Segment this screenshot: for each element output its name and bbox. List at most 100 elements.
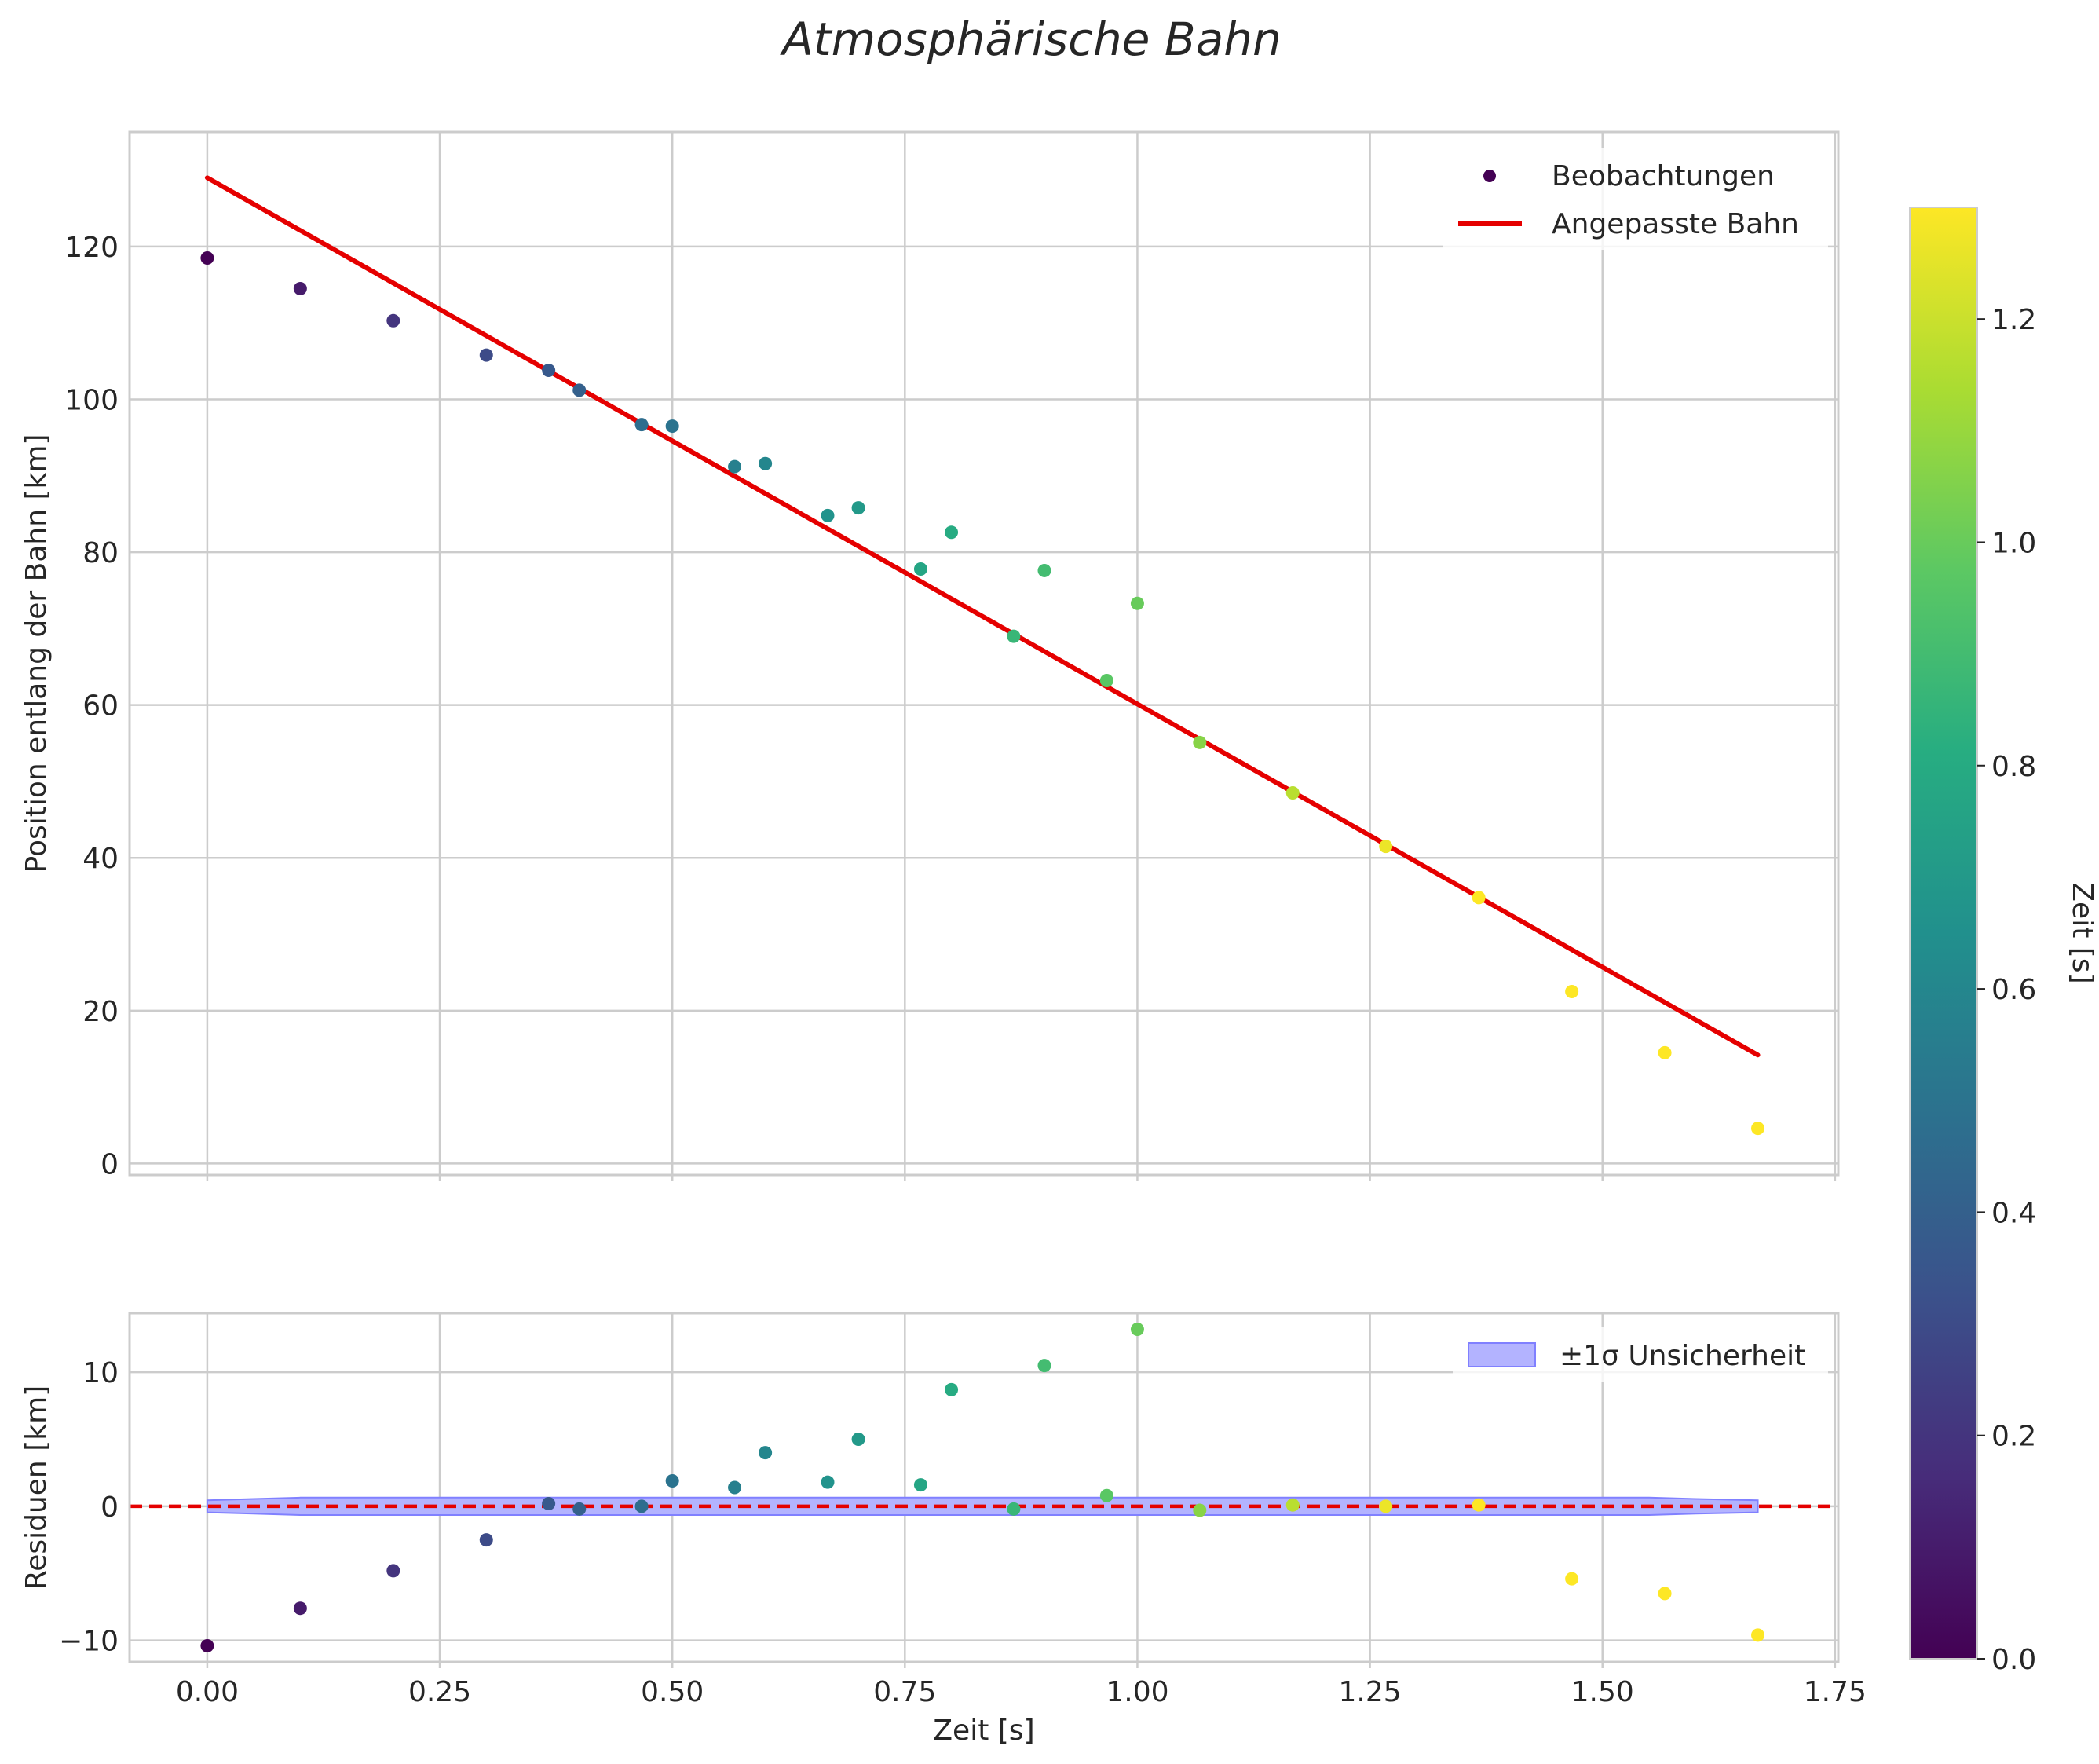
observation-point bbox=[1658, 1045, 1672, 1059]
position-legend: Beobachtungen Angepasste Bahn bbox=[1443, 148, 1828, 250]
colorbar-tick-label: 0.8 bbox=[1991, 751, 2036, 783]
residual-point bbox=[634, 1499, 649, 1513]
observation-point bbox=[1130, 596, 1144, 610]
observation-point bbox=[542, 364, 556, 378]
observation-point bbox=[851, 501, 865, 515]
residual-point bbox=[1193, 1503, 1207, 1517]
position-legend-box bbox=[1443, 148, 1828, 250]
colorbar: 0.0 0.2 0.4 0.6 0.8 1.0 1.2 Zeit [s] bbox=[1909, 207, 2098, 1676]
legend-fit-line-label: Angepasste Bahn bbox=[1552, 208, 1799, 240]
observation-point bbox=[1037, 563, 1051, 577]
observation-point bbox=[1565, 985, 1579, 999]
observation-point bbox=[1007, 629, 1021, 643]
residual-point bbox=[759, 1446, 773, 1460]
residual-panel: 0.00 0.25 0.50 0.75 1.00 1.25 1.50 1.75 −10 0 10 R… bbox=[20, 1312, 1867, 1747]
position-ylabel: Position entlang der Bahn [km] bbox=[20, 434, 53, 873]
y-tick-label: 80 bbox=[82, 537, 119, 569]
position-data bbox=[200, 175, 1765, 1136]
observation-point bbox=[386, 313, 400, 328]
observation-point bbox=[1285, 786, 1300, 800]
y-tick-label: 60 bbox=[82, 690, 119, 723]
residual-point bbox=[479, 1533, 493, 1547]
residual-frame bbox=[128, 1312, 1840, 1663]
residual-point bbox=[665, 1473, 679, 1488]
y-tick-label: 100 bbox=[64, 385, 119, 417]
residual-data bbox=[130, 1322, 1838, 1653]
colorbar-tick-label: 0.2 bbox=[1991, 1421, 2036, 1453]
colorbar-tick-label: 1.0 bbox=[1991, 527, 2036, 559]
residual-point bbox=[945, 1382, 959, 1396]
observation-point bbox=[634, 418, 649, 432]
observation-point bbox=[572, 383, 587, 397]
residual-point bbox=[1099, 1488, 1113, 1502]
observation-point bbox=[665, 419, 679, 434]
x-tick-label: 0.75 bbox=[873, 1676, 936, 1708]
observation-point bbox=[1379, 840, 1393, 854]
residual-point bbox=[821, 1475, 835, 1489]
y-tick-label: −10 bbox=[59, 1626, 119, 1658]
residual-point bbox=[200, 1639, 214, 1653]
residual-point bbox=[1472, 1498, 1486, 1512]
y-tick-label: 120 bbox=[64, 232, 119, 264]
residual-point bbox=[1130, 1322, 1144, 1336]
x-tick-label: 1.25 bbox=[1339, 1676, 1402, 1708]
y-tick-label: 10 bbox=[82, 1357, 119, 1389]
legend-band-label: ±1σ Unsicherheit bbox=[1560, 1340, 1805, 1372]
x-tick-label: 0.00 bbox=[176, 1676, 239, 1708]
residual-point bbox=[1751, 1628, 1765, 1642]
residual-point bbox=[1037, 1359, 1051, 1373]
y-tick-label: 40 bbox=[82, 843, 119, 875]
colorbar-label: Zeit [s] bbox=[2066, 882, 2098, 983]
observation-point bbox=[759, 456, 773, 470]
residual-point bbox=[728, 1480, 742, 1495]
residual-legend: ±1σ Unsicherheit bbox=[1453, 1327, 1828, 1382]
residual-point bbox=[1565, 1572, 1579, 1586]
position-panel: 0 20 40 60 80 100 120 Position entlang der Bah… bbox=[20, 130, 1840, 1181]
y-tick-label: 20 bbox=[82, 996, 119, 1028]
fit-line bbox=[204, 175, 1761, 1058]
observation-point bbox=[479, 348, 493, 362]
position-frame bbox=[128, 130, 1840, 1177]
residual-point bbox=[1658, 1587, 1672, 1601]
observation-point bbox=[200, 251, 214, 265]
residual-point bbox=[913, 1478, 927, 1492]
chart-title: Atmosphärische Bahn bbox=[779, 13, 1282, 66]
observation-point bbox=[728, 459, 742, 474]
residual-point bbox=[542, 1496, 556, 1510]
observation-point bbox=[1193, 735, 1207, 749]
colorbar-tick-label: 1.2 bbox=[1991, 304, 2036, 336]
position-tick-labels: 0 20 40 60 80 100 120 bbox=[64, 232, 119, 1180]
x-tick-label: 1.75 bbox=[1804, 1676, 1867, 1708]
residual-tick-labels: 0.00 0.25 0.50 0.75 1.00 1.25 1.50 1.75 −10 0 10 bbox=[59, 1357, 1867, 1708]
y-tick-label: 0 bbox=[101, 1491, 119, 1524]
observation-point bbox=[913, 562, 927, 576]
residual-point bbox=[1285, 1498, 1300, 1512]
residual-point bbox=[386, 1564, 400, 1578]
observation-point bbox=[1751, 1122, 1765, 1136]
x-tick-label: 1.50 bbox=[1571, 1676, 1634, 1708]
residual-xlabel: Zeit [s] bbox=[933, 1715, 1034, 1747]
residual-point bbox=[851, 1433, 865, 1447]
y-tick-label: 0 bbox=[101, 1148, 119, 1180]
legend-observations-marker bbox=[1483, 170, 1496, 182]
residual-ylabel: Residuen [km] bbox=[20, 1385, 53, 1590]
colorbar-tick-label: 0.4 bbox=[1991, 1197, 2036, 1229]
residual-point bbox=[572, 1502, 587, 1516]
colorbar-tick-labels: 0.0 0.2 0.4 0.6 0.8 1.0 1.2 bbox=[1977, 304, 2036, 1676]
observation-point bbox=[945, 525, 959, 540]
colorbar-tick-label: 0.6 bbox=[1991, 974, 2036, 1006]
residual-point bbox=[293, 1601, 307, 1616]
colorbar-tick-label: 0.0 bbox=[1991, 1644, 2036, 1676]
x-tick-label: 0.25 bbox=[408, 1676, 471, 1708]
residual-point bbox=[1379, 1499, 1393, 1513]
observation-point bbox=[293, 281, 307, 295]
position-plot-area bbox=[130, 132, 1838, 1175]
observation-point bbox=[1472, 891, 1486, 905]
legend-band-swatch bbox=[1468, 1342, 1536, 1367]
x-tick-label: 1.00 bbox=[1106, 1676, 1168, 1708]
colorbar-gradient bbox=[1909, 207, 1978, 1660]
x-tick-label: 0.50 bbox=[641, 1676, 704, 1708]
legend-observations-label: Beobachtungen bbox=[1552, 160, 1775, 192]
residual-point bbox=[1007, 1502, 1021, 1516]
